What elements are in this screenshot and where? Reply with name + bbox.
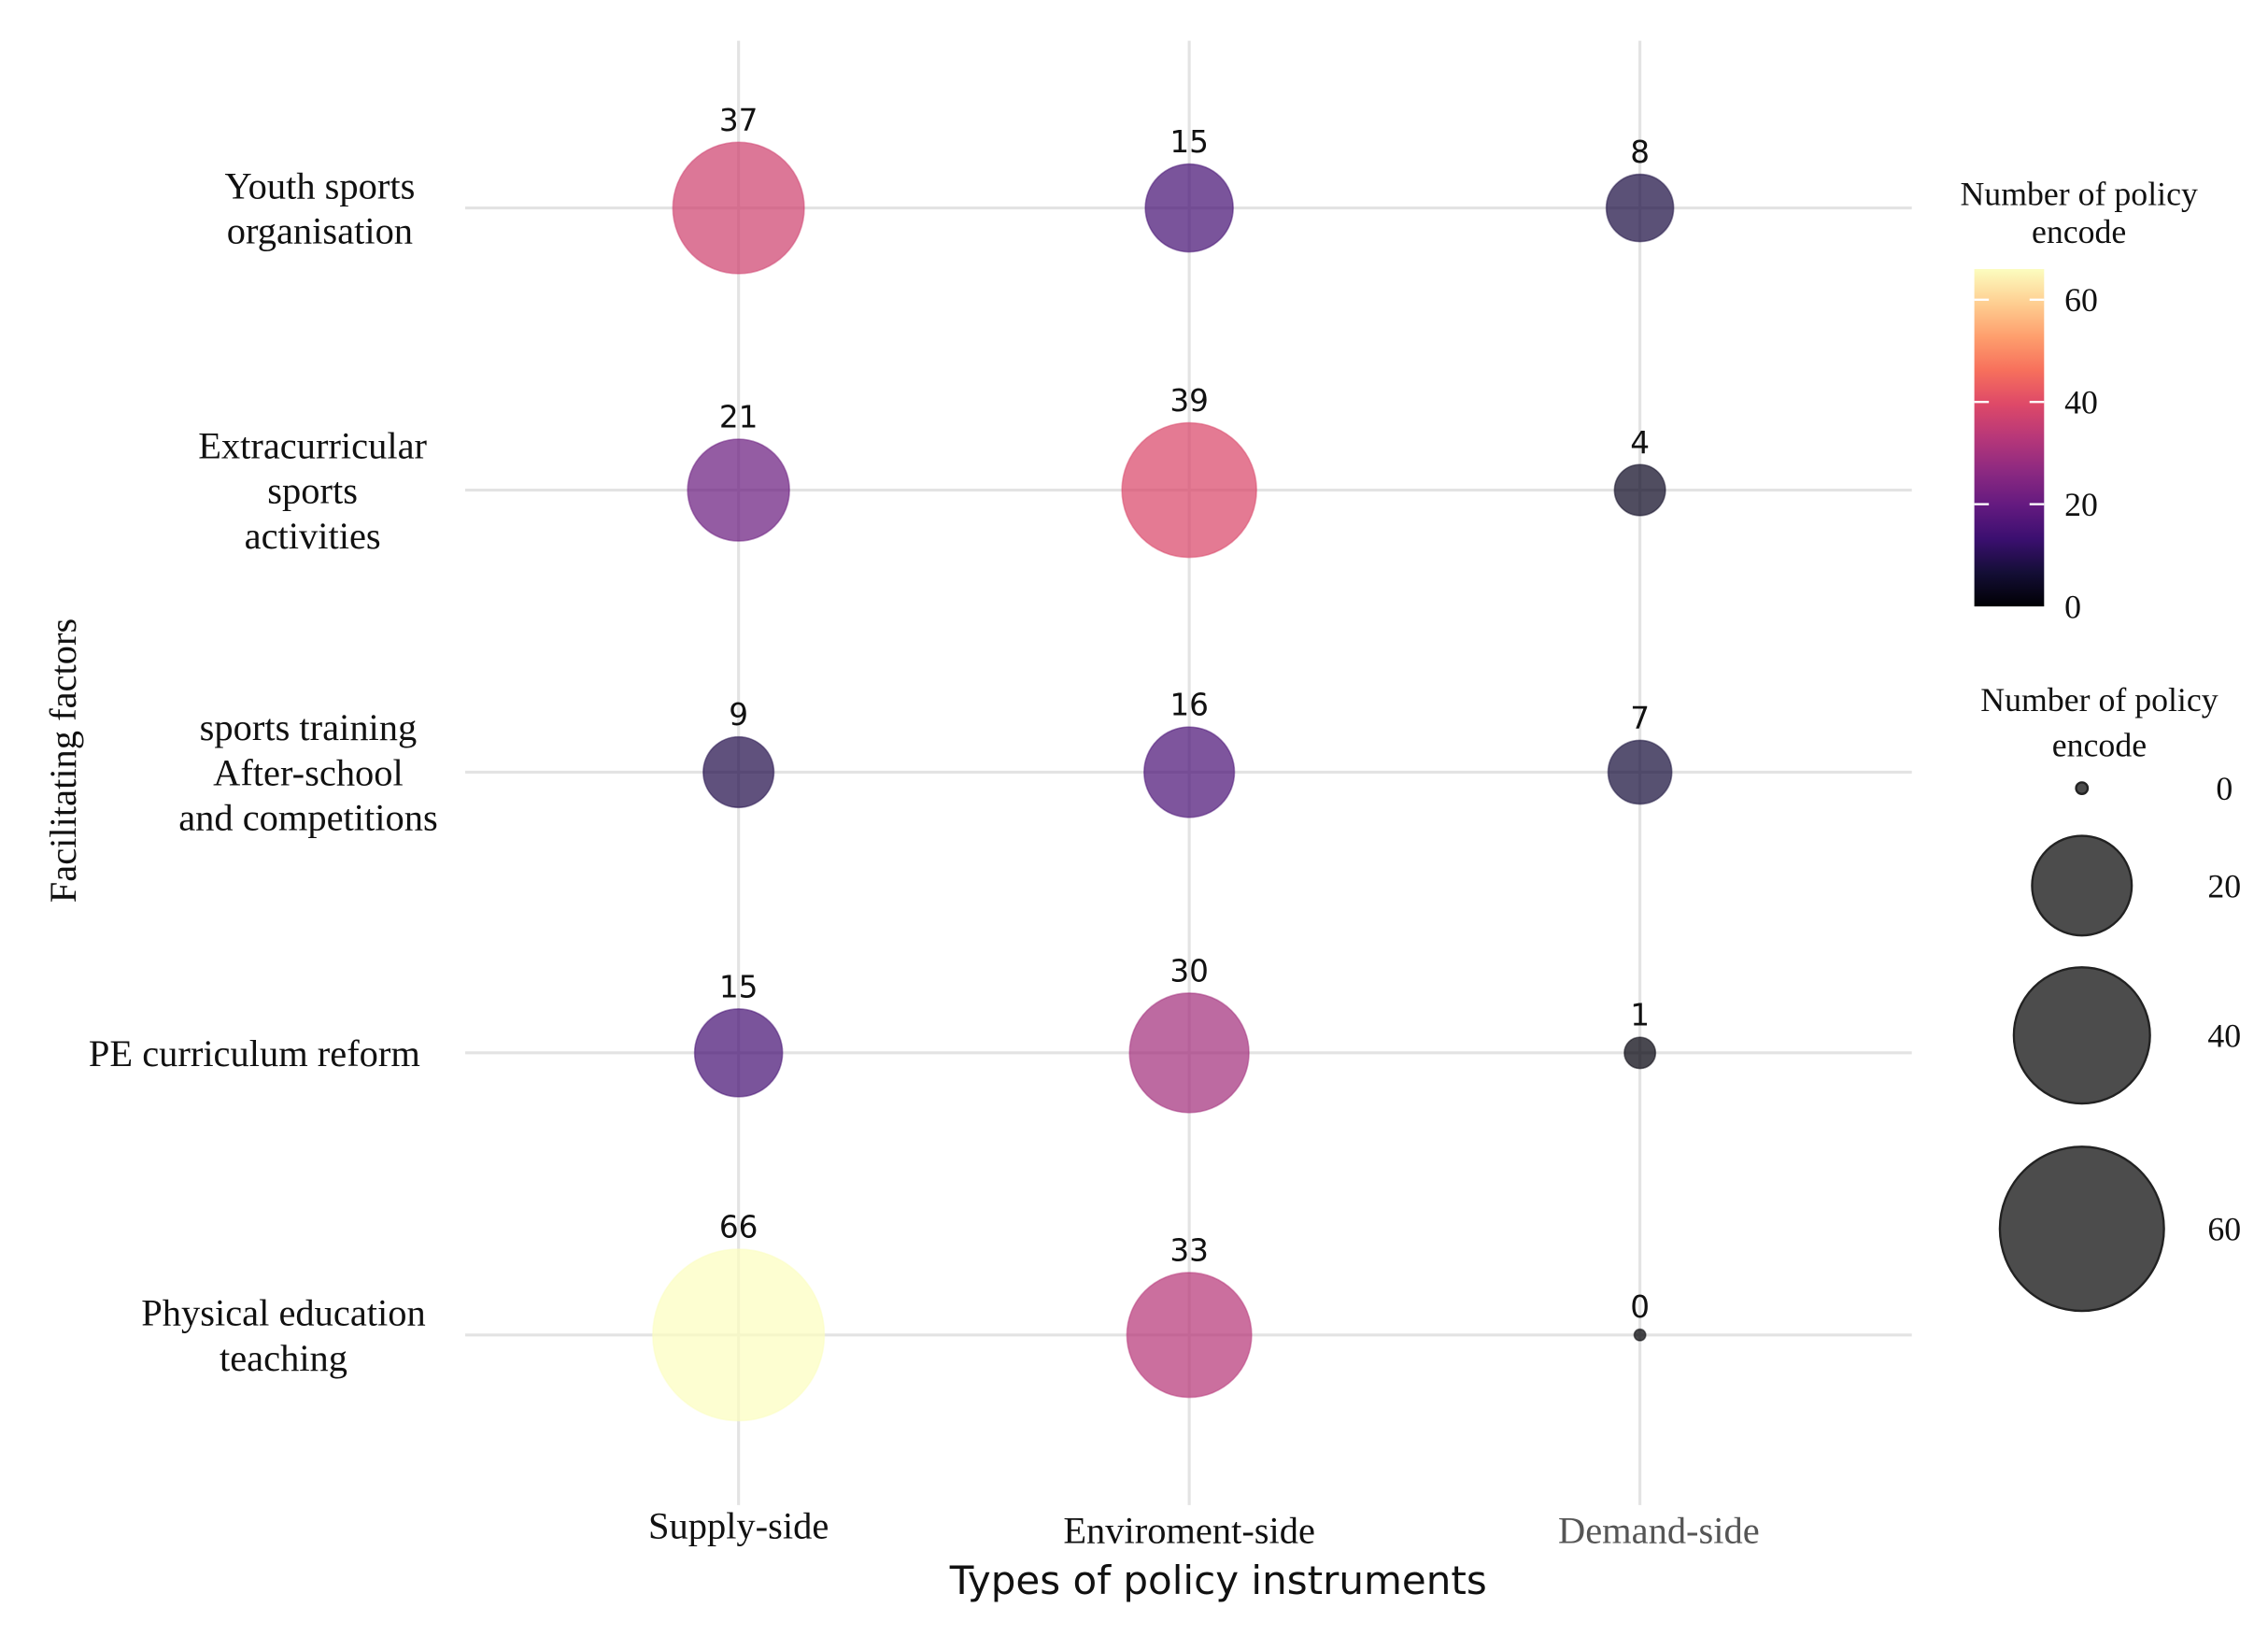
size-legend-label: 40 (2207, 1017, 2241, 1055)
bubble (687, 438, 790, 542)
x-tick-label: Demand-side (1558, 1509, 1760, 1551)
bubble (1144, 163, 1234, 253)
y-tick-label: teaching (220, 1337, 347, 1379)
size-legend-key (1998, 1145, 2165, 1313)
colorbar-tick-label: 0 (2064, 588, 2081, 625)
bubble (1623, 1036, 1657, 1070)
data-label: 66 (719, 1210, 758, 1245)
data-label: 4 (1630, 425, 1650, 461)
x-axis-title: Types of policy instruments (949, 1558, 1487, 1603)
color-legend-title: Number of policy (1960, 175, 2197, 212)
y-tick-label: Extracurricular (198, 424, 427, 466)
color-legend-title: encode (2032, 213, 2126, 250)
size-legend: Number of policy encode 0 20 40 60 (1980, 681, 2241, 1313)
bubble (1128, 992, 1250, 1114)
y-tick-label: and competitions (178, 797, 438, 839)
data-label: 0 (1630, 1289, 1650, 1325)
size-legend-label: 0 (2216, 770, 2233, 807)
y-tick-label: Youth sports (224, 164, 415, 206)
y-tick-label: activities (245, 515, 381, 557)
data-label: 9 (729, 697, 748, 733)
bubble (1126, 1272, 1253, 1399)
x-tick-label: Supply-side (648, 1505, 829, 1547)
bubble (1605, 173, 1675, 243)
data-label: 15 (719, 969, 758, 1004)
bubbles: 37 15 8 21 39 4 9 16 7 15 30 1 66 33 0 (652, 103, 1675, 1422)
size-legend-label: 60 (2207, 1211, 2241, 1248)
bubble (652, 1248, 826, 1422)
y-tick-label: After-school (213, 751, 404, 793)
bubble (1607, 739, 1673, 805)
data-label: 16 (1169, 688, 1209, 723)
x-axis-tick-labels: Supply-side Enviroment-side Demand-side (648, 1505, 1760, 1552)
colorbar-tick-label: 40 (2064, 384, 2098, 421)
size-legend-key (2075, 781, 2090, 795)
data-label: 8 (1630, 135, 1650, 170)
size-legend-title: Number of policy (1980, 681, 2218, 718)
data-label: 37 (719, 103, 758, 138)
bubble (693, 1008, 784, 1098)
size-legend-label: 20 (2207, 867, 2241, 904)
x-tick-label: Enviroment-side (1063, 1509, 1315, 1551)
y-tick-label: Physical education (141, 1292, 425, 1334)
colorbar (1974, 268, 2045, 607)
colorbar-tick-label: 20 (2064, 486, 2098, 523)
bubble (1121, 421, 1257, 559)
bubble (702, 735, 775, 809)
data-label: 1 (1630, 998, 1650, 1033)
y-axis-tick-labels: Youth sportsorganisationExtracurriculars… (89, 164, 438, 1378)
size-legend-title: encode (2052, 726, 2147, 763)
data-label: 39 (1169, 383, 1209, 419)
data-label: 15 (1169, 124, 1209, 160)
y-tick-label: PE curriculum reform (89, 1032, 420, 1074)
data-label: 33 (1169, 1233, 1209, 1269)
size-legend-key (2012, 966, 2151, 1105)
data-label: 7 (1630, 701, 1650, 736)
bubble (672, 141, 805, 275)
data-label: 21 (719, 400, 758, 435)
y-tick-label: organisation (227, 210, 413, 252)
y-tick-label: sports (267, 470, 358, 512)
size-legend-key (2031, 834, 2133, 937)
bubble (1613, 463, 1666, 517)
bubble (1142, 726, 1236, 818)
data-label: 30 (1169, 953, 1209, 989)
colorbar-tick-label: 60 (2064, 281, 2098, 319)
y-axis-title: Facilitating factors (42, 619, 84, 903)
y-tick-label: sports training (200, 706, 418, 748)
bubble (1633, 1328, 1647, 1342)
